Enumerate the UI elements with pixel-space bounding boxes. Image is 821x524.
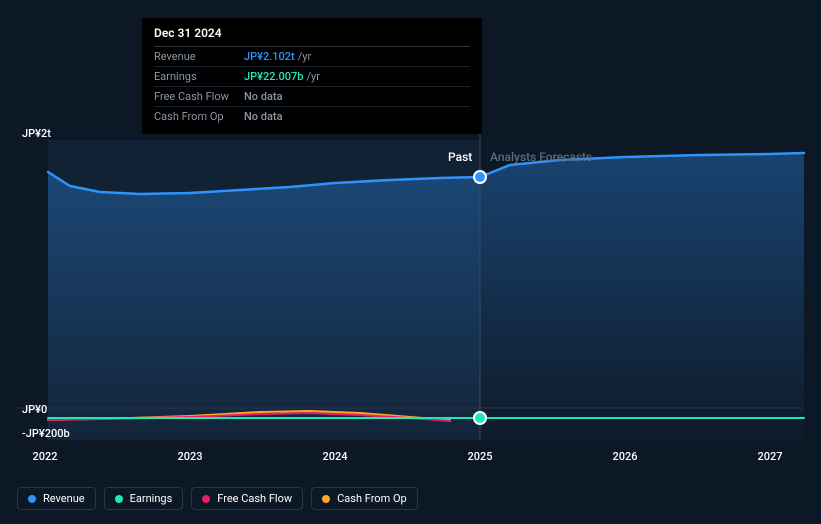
legend-item-free-cash-flow[interactable]: Free Cash Flow bbox=[191, 487, 303, 510]
legend-label: Cash From Op bbox=[337, 492, 407, 505]
y-axis-label: -JP¥200b bbox=[22, 427, 70, 440]
legend-label: Earnings bbox=[130, 492, 173, 505]
x-axis-label: 2027 bbox=[757, 450, 782, 463]
y-axis-label: JP¥2t bbox=[22, 127, 51, 140]
tooltip-row: RevenueJP¥2.102t/yr bbox=[154, 47, 470, 67]
tooltip-metric-label: Free Cash Flow bbox=[154, 90, 244, 103]
x-axis-label: 2023 bbox=[177, 450, 202, 463]
legend-dot-icon bbox=[28, 495, 36, 503]
tooltip-metric-value: No data bbox=[244, 90, 283, 103]
legend-dot-icon bbox=[322, 495, 330, 503]
tooltip-metric-value: JP¥2.102t bbox=[244, 50, 295, 63]
chart-legend: Revenue Earnings Free Cash Flow Cash From O… bbox=[17, 487, 418, 510]
tooltip-row: Free Cash FlowNo data bbox=[154, 87, 470, 107]
tooltip-metric-value: No data bbox=[244, 110, 283, 123]
tooltip-metric-label: Cash From Op bbox=[154, 110, 244, 123]
tooltip-row: EarningsJP¥22.007b/yr bbox=[154, 67, 470, 87]
tooltip-metric-value: JP¥22.007b bbox=[244, 70, 303, 83]
legend-item-earnings[interactable]: Earnings bbox=[104, 487, 184, 510]
y-axis-label: JP¥0 bbox=[22, 403, 47, 416]
legend-dot-icon bbox=[115, 495, 123, 503]
tooltip-metric-label: Earnings bbox=[154, 70, 244, 83]
x-axis-label: 2022 bbox=[32, 450, 57, 463]
tooltip-suffix: /yr bbox=[306, 70, 319, 83]
tooltip-metric-label: Revenue bbox=[154, 50, 244, 63]
legend-item-revenue[interactable]: Revenue bbox=[17, 487, 96, 510]
legend-dot-icon bbox=[202, 495, 210, 503]
legend-item-cash-from-op[interactable]: Cash From Op bbox=[311, 487, 418, 510]
past-section-label: Past bbox=[448, 150, 472, 164]
legend-label: Revenue bbox=[43, 492, 85, 505]
tooltip-suffix: /yr bbox=[298, 50, 311, 63]
x-axis-label: 2024 bbox=[322, 450, 347, 463]
forecast-section-label: Analysts Forecasts bbox=[490, 150, 592, 164]
tooltip-date: Dec 31 2024 bbox=[154, 26, 470, 47]
legend-label: Free Cash Flow bbox=[217, 492, 292, 505]
tooltip-row: Cash From OpNo data bbox=[154, 107, 470, 126]
x-axis-label: 2026 bbox=[612, 450, 637, 463]
x-axis-label: 2025 bbox=[467, 450, 492, 463]
chart-tooltip: Dec 31 2024 RevenueJP¥2.102t/yrEarningsJ… bbox=[142, 18, 482, 134]
